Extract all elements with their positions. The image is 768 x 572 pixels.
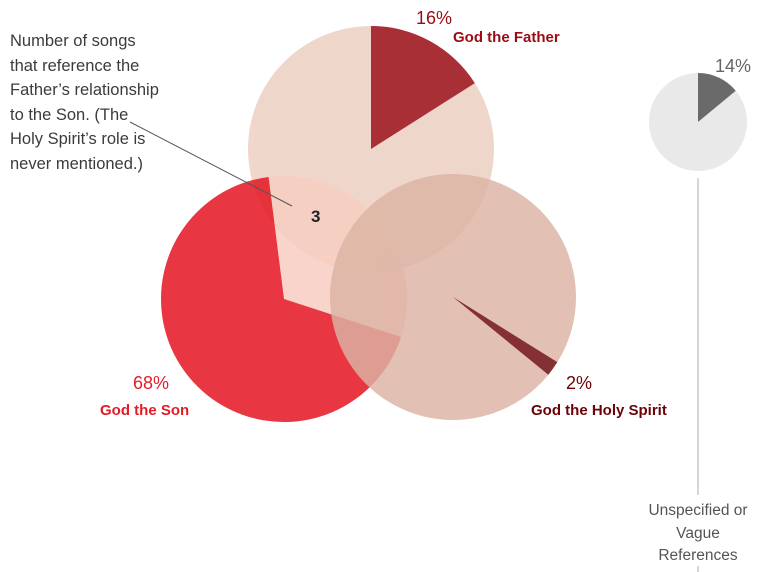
annotation-leader-line bbox=[129, 121, 293, 207]
spirit-percent-label: 2% bbox=[566, 373, 593, 393]
unspecified-name-label: Unspecified or Vague References bbox=[648, 502, 748, 564]
father-percent-label: 16% bbox=[416, 8, 453, 28]
overlap-count-label: 3 bbox=[311, 207, 321, 226]
son-percent-label: 68% bbox=[133, 373, 170, 393]
annotation-text: Number of songs that reference the Fathe… bbox=[10, 32, 159, 173]
unspecified-slice bbox=[698, 73, 736, 122]
spirit-pie bbox=[330, 174, 576, 420]
father-name-label: God the Father bbox=[453, 29, 560, 46]
unspecified-percent-label: 14% bbox=[715, 56, 752, 76]
spirit-slice bbox=[453, 297, 558, 375]
son-slice bbox=[161, 176, 401, 422]
father-slice bbox=[371, 26, 475, 149]
spirit-name-label: God the Holy Spirit bbox=[531, 402, 667, 419]
unspecified-pie bbox=[649, 73, 747, 171]
son-name-label: God the Son bbox=[100, 402, 190, 419]
